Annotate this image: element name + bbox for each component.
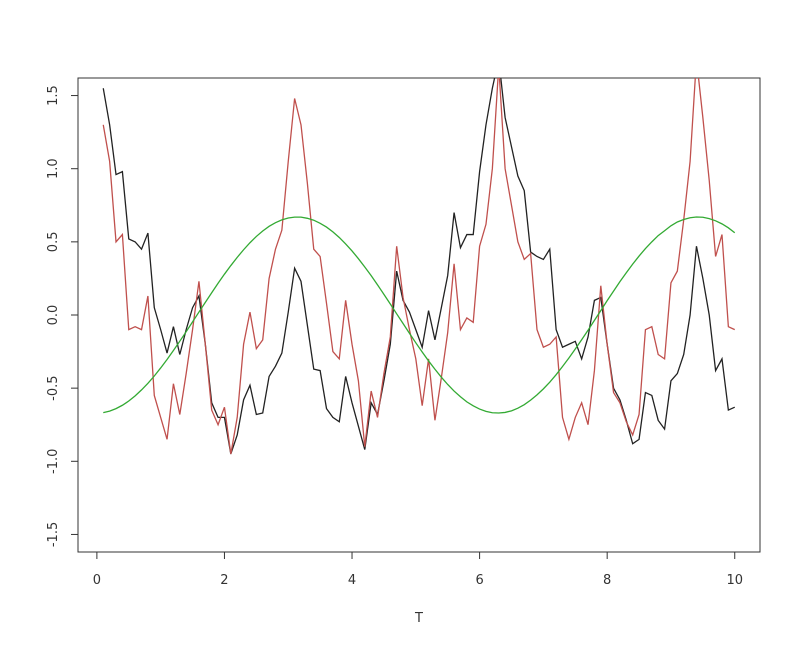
plot-area: [102, 78, 736, 455]
y-tick-label: -1.5: [46, 522, 61, 547]
series-line: [102, 78, 736, 455]
y-tick-label: -0.5: [46, 375, 61, 400]
y-tick-label: 1.5: [46, 85, 61, 106]
x-tick-label: 8: [603, 573, 611, 588]
x-tick-label: 4: [348, 573, 356, 588]
y-tick-label: 1.0: [46, 158, 61, 179]
series-line: [103, 216, 736, 414]
plot-box: [77, 77, 761, 553]
y-tick-label: 0.0: [46, 305, 61, 326]
y-tick-label: -1.0: [46, 449, 61, 474]
x-axis-label: T: [414, 611, 423, 626]
y-tick-label: 0.5: [46, 232, 61, 253]
x-tick-label: 6: [475, 573, 483, 588]
x-tick-label: 10: [726, 573, 743, 588]
x-tick-label: 2: [220, 573, 228, 588]
x-tick-label: 0: [93, 573, 101, 588]
